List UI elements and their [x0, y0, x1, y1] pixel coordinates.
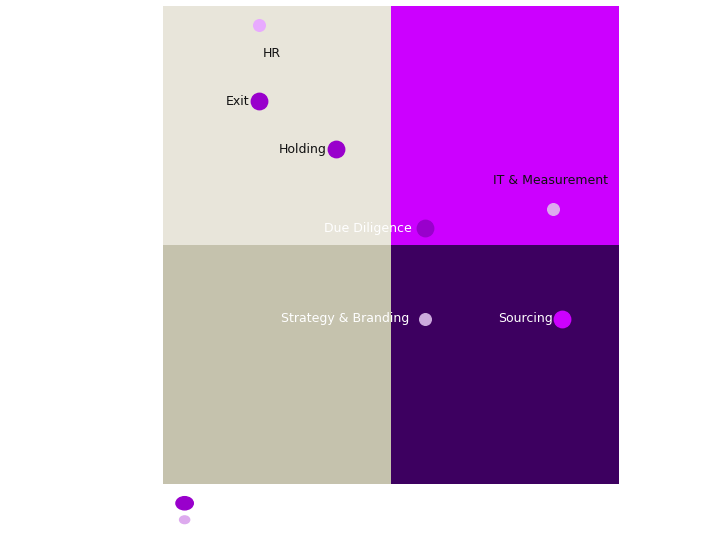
Bar — [391, 245, 619, 484]
Text: Exit: Exit — [226, 95, 250, 108]
Text: Due Diligence: Due Diligence — [324, 222, 411, 234]
Point — [547, 205, 559, 213]
Point — [253, 20, 264, 29]
Bar — [163, 6, 391, 245]
Point — [419, 224, 431, 233]
Text: HR: HR — [264, 47, 282, 60]
Text: IT & Measurement: IT & Measurement — [492, 174, 607, 188]
Bar — [163, 245, 391, 484]
Point — [253, 97, 264, 106]
Point — [556, 315, 568, 323]
Bar — [391, 6, 619, 245]
Point — [330, 145, 342, 153]
Text: Strategy & Branding: Strategy & Branding — [281, 312, 409, 326]
Text: Holding: Holding — [279, 142, 327, 156]
Point — [419, 315, 431, 323]
Text: Sourcing: Sourcing — [498, 312, 553, 326]
